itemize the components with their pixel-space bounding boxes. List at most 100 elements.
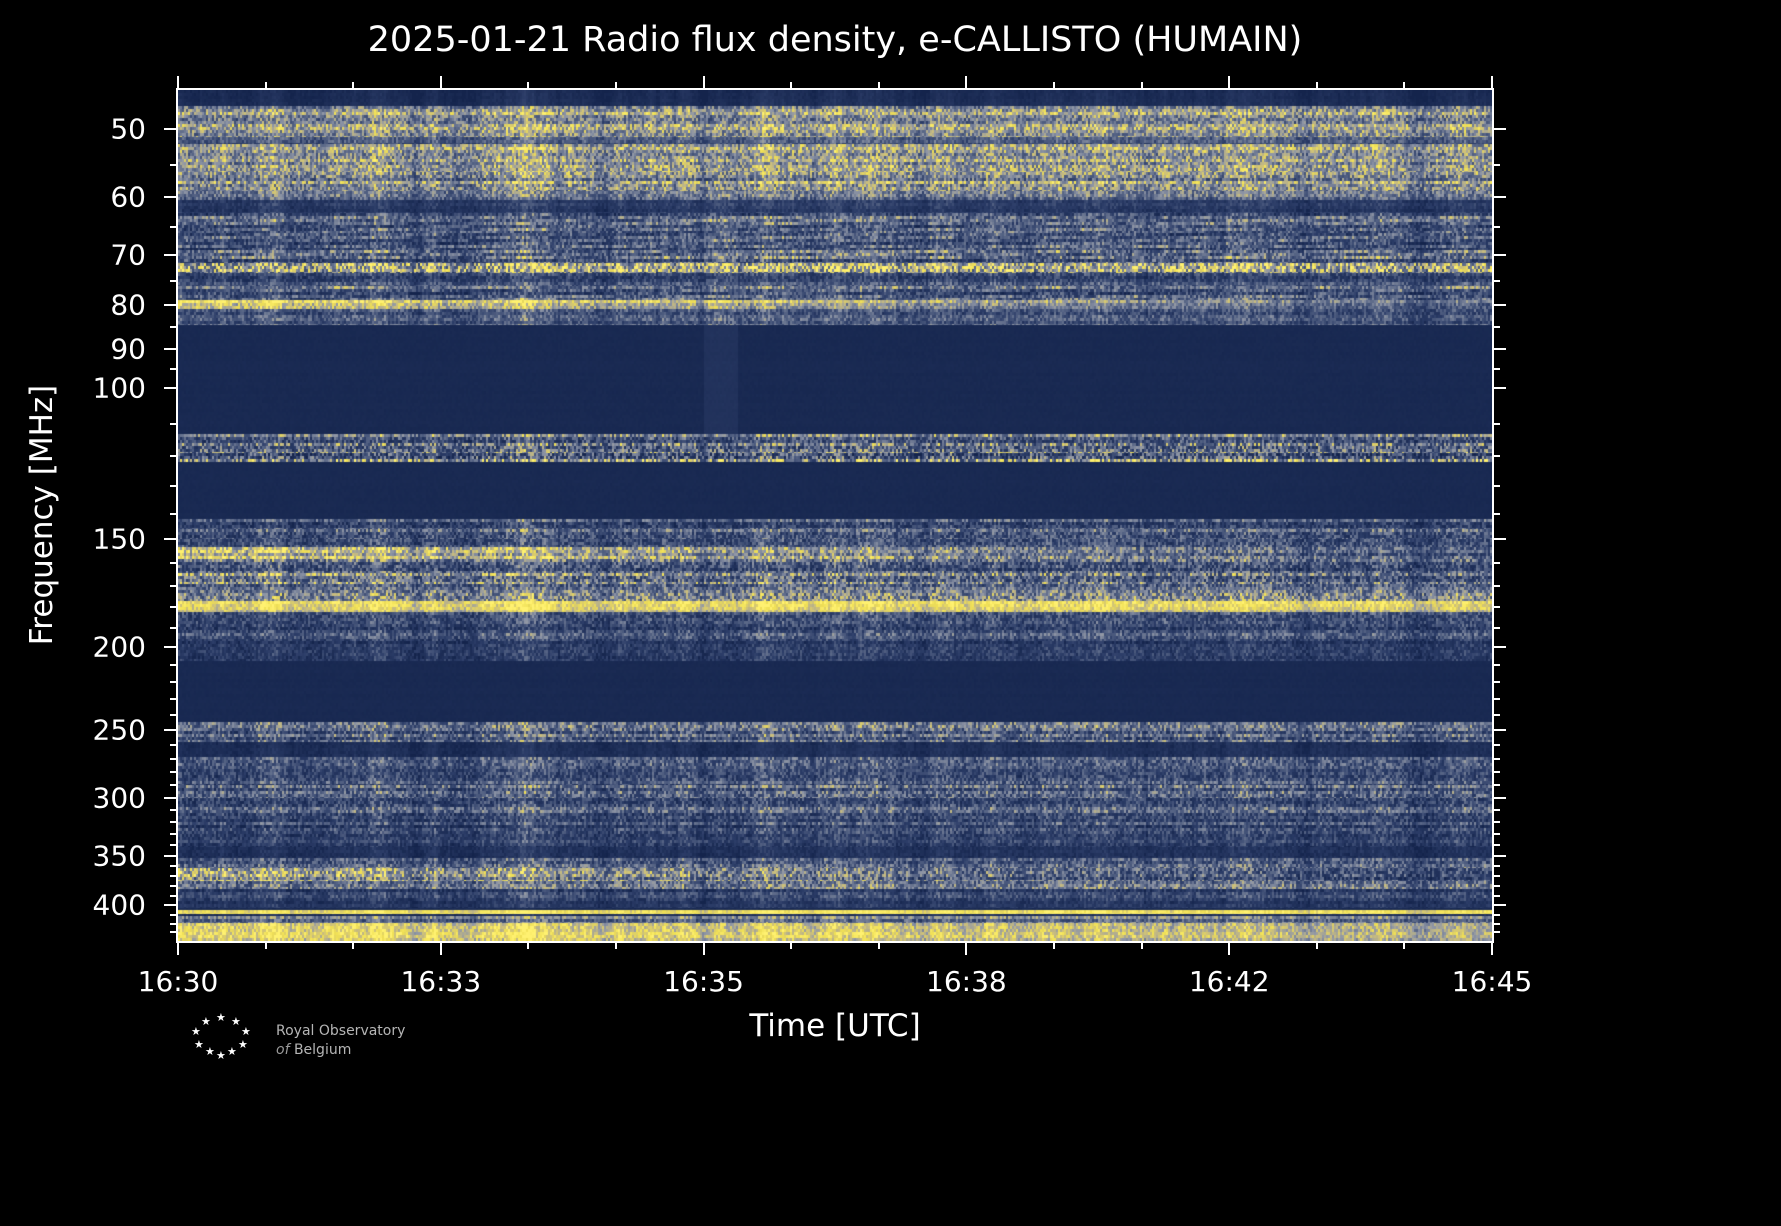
tick-mark [1494, 606, 1500, 608]
tick-mark [1494, 423, 1500, 425]
tick-mark [1141, 943, 1143, 949]
tick-mark [177, 76, 179, 88]
tick-mark [1494, 226, 1500, 228]
tick-mark [1494, 923, 1500, 925]
star-icon: ★ [201, 1015, 211, 1028]
tick-mark [164, 196, 176, 198]
tick-mark [164, 855, 176, 857]
tick-mark [164, 348, 176, 350]
tick-mark [1494, 368, 1500, 370]
tick-mark [440, 76, 442, 88]
y-tick-label: 50 [110, 112, 146, 146]
tick-mark [1494, 455, 1500, 457]
tick-mark [878, 943, 880, 949]
tick-mark [1494, 821, 1500, 823]
rob-logo: ★ ★ ★ ★ ★ ★ ★ ★ ★ ★ Royal Observatory of… [188, 1012, 568, 1076]
tick-mark [1494, 904, 1506, 906]
x-axis-label: Time [UTC] [749, 1008, 921, 1044]
y-tick-labels: 50 60 70 80 90 100 150 200 250 300 350 4… [0, 90, 162, 941]
tick-mark [1494, 729, 1506, 731]
tick-mark [1494, 809, 1500, 811]
tick-mark [1494, 348, 1506, 350]
tick-mark [1494, 681, 1500, 683]
tick-mark [1494, 485, 1500, 487]
tick-mark [1494, 627, 1500, 629]
tick-mark [1494, 758, 1500, 760]
star-icon: ★ [191, 1025, 201, 1038]
chart-title: 2025-01-21 Radio flux density, e-CALLIST… [367, 20, 1303, 60]
plot-frame [176, 88, 1494, 943]
tick-mark [164, 646, 176, 648]
tick-mark [164, 797, 176, 799]
tick-mark [1494, 664, 1500, 666]
tick-mark [1494, 797, 1506, 799]
y-tick-label: 80 [110, 288, 146, 322]
tick-mark [1316, 943, 1318, 949]
x-tick-label: 16:35 [663, 965, 744, 998]
tick-mark [1494, 585, 1500, 587]
rob-logo-of: of [276, 1042, 290, 1058]
tick-mark [1494, 771, 1500, 773]
tick-mark [1494, 895, 1500, 897]
tick-mark [1494, 538, 1506, 540]
y-tick-label: 350 [92, 839, 146, 873]
star-icon: ★ [241, 1025, 251, 1038]
tick-mark [1494, 698, 1500, 700]
tick-mark [1053, 943, 1055, 949]
tick-mark [1494, 280, 1500, 282]
rob-logo-line2: of Belgium [276, 1041, 405, 1060]
tick-mark [615, 943, 617, 949]
tick-mark [164, 904, 176, 906]
y-tick-label: 60 [110, 180, 146, 214]
tick-mark [1494, 714, 1500, 716]
y-tick-label: 400 [92, 888, 146, 922]
tick-mark [164, 729, 176, 731]
star-icon: ★ [194, 1038, 204, 1051]
tick-mark [352, 943, 354, 949]
tick-mark [1494, 164, 1500, 166]
x-tick-label: 16:38 [926, 965, 1007, 998]
tick-mark [164, 538, 176, 540]
rob-logo-belgium: Belgium [293, 1042, 352, 1058]
tick-mark [1403, 943, 1405, 949]
y-tick-label: 90 [110, 332, 146, 366]
tick-mark [1494, 833, 1500, 835]
tick-mark [965, 76, 967, 88]
tick-mark [1494, 646, 1506, 648]
tick-mark [1494, 855, 1506, 857]
x-tick-label: 16:45 [1451, 965, 1533, 998]
y-tick-label: 200 [92, 630, 146, 664]
star-icon: ★ [231, 1015, 241, 1028]
tick-mark [1494, 875, 1500, 877]
tick-mark [1494, 931, 1500, 933]
tick-mark [1494, 844, 1500, 846]
star-icon: ★ [227, 1045, 237, 1058]
tick-mark [1494, 784, 1500, 786]
x-tick-label: 16:42 [1188, 965, 1270, 998]
tick-mark [164, 387, 176, 389]
tick-mark [1494, 562, 1500, 564]
y-tick-label: 100 [92, 371, 146, 405]
tick-mark [1494, 326, 1500, 328]
tick-mark [265, 943, 267, 949]
rob-logo-text: Royal Observatory of Belgium [276, 1022, 405, 1060]
tick-mark [1494, 513, 1500, 515]
star-icon: ★ [216, 1011, 226, 1024]
tick-mark [1494, 254, 1506, 256]
tick-mark [164, 254, 176, 256]
tick-mark [1228, 76, 1230, 88]
tick-mark [164, 304, 176, 306]
rob-logo-line1: Royal Observatory [276, 1023, 406, 1039]
tick-mark [1494, 744, 1500, 746]
x-tick-label: 16:33 [400, 965, 482, 998]
x-tick-label: 16:30 [137, 965, 219, 998]
tick-mark [790, 943, 792, 949]
tick-mark [1494, 128, 1506, 130]
tick-mark [164, 128, 176, 130]
tick-mark [1494, 914, 1500, 916]
star-icon: ★ [216, 1049, 226, 1062]
tick-mark [1494, 387, 1506, 389]
tick-mark [1494, 865, 1500, 867]
tick-mark [703, 76, 705, 88]
